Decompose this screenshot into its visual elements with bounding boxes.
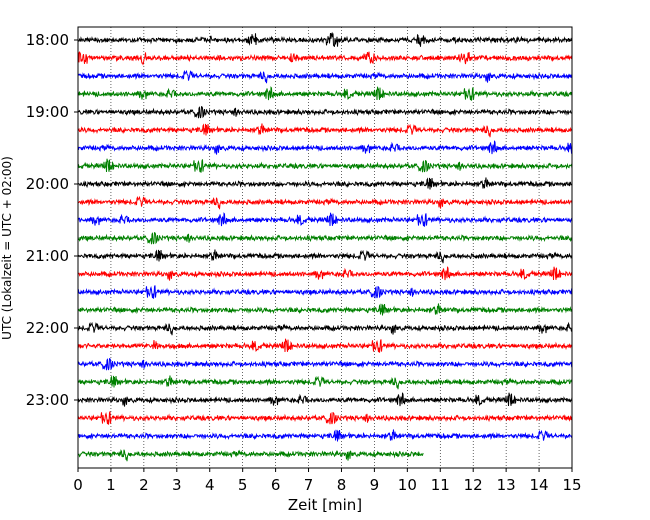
y-axis-label: UTC (Lokalzeit = UTC + 02:00) [0, 156, 14, 340]
x-tick-label: 2 [139, 476, 149, 494]
trace-2145 [77, 303, 573, 316]
x-tick-label: 3 [172, 476, 182, 494]
x-tick-label: 0 [73, 476, 83, 494]
y-tick-label: 21:00 [26, 247, 69, 265]
y-tick-label: 22:00 [26, 319, 69, 337]
trace-2215 [77, 338, 573, 353]
trace-2130 [77, 285, 573, 299]
trace-1830 [77, 69, 573, 84]
trace-1845 [77, 86, 573, 101]
trace-2000 [77, 177, 573, 190]
y-axis-ticks: 18:00 19:00 20:00 21:00 22:00 23:00 [26, 31, 78, 409]
x-tick-label: 14 [530, 476, 549, 494]
trace-2230 [77, 358, 573, 371]
x-tick-label: 15 [562, 476, 581, 494]
x-tick-label: 8 [337, 476, 347, 494]
plot-frame [77, 26, 573, 469]
trace-2345 [77, 449, 424, 462]
y-tick-label: 23:00 [26, 391, 69, 409]
trace-1900 [77, 106, 573, 119]
trace-2245 [77, 375, 573, 390]
x-tick-label: 7 [304, 476, 314, 494]
trace-2330 [77, 429, 573, 442]
trace-1930 [77, 140, 573, 155]
trace-1815 [77, 51, 573, 66]
trace-2115 [77, 266, 573, 281]
trace-2030 [77, 212, 573, 227]
y-tick-label: 20:00 [26, 175, 69, 193]
x-tick-label: 4 [205, 476, 215, 494]
trace-2015 [77, 195, 573, 210]
x-tick-label: 10 [398, 476, 417, 494]
seismogram-traces [77, 31, 573, 462]
trace-1800 [77, 31, 573, 48]
x-tick-label: 13 [497, 476, 516, 494]
trace-1915 [77, 123, 573, 138]
trace-2200 [77, 321, 573, 336]
y-tick-label: 18:00 [26, 31, 69, 49]
x-axis-label: Zeit [min] [288, 496, 362, 514]
x-tick-label: 6 [271, 476, 281, 494]
trace-2315 [77, 411, 573, 425]
x-tick-label: 5 [238, 476, 248, 494]
x-tick-label: 12 [464, 476, 483, 494]
trace-2045 [77, 232, 573, 245]
trace-2300 [77, 392, 573, 407]
trace-1945 [77, 158, 573, 173]
x-tick-label: 11 [431, 476, 450, 494]
y-tick-label: 19:00 [26, 103, 69, 121]
x-tick-label: 9 [370, 476, 380, 494]
x-axis-ticks: 0 1 2 3 4 5 6 7 8 9 10 11 12 13 14 15 [73, 468, 582, 494]
x-tick-label: 1 [106, 476, 116, 494]
trace-2100 [77, 249, 573, 264]
